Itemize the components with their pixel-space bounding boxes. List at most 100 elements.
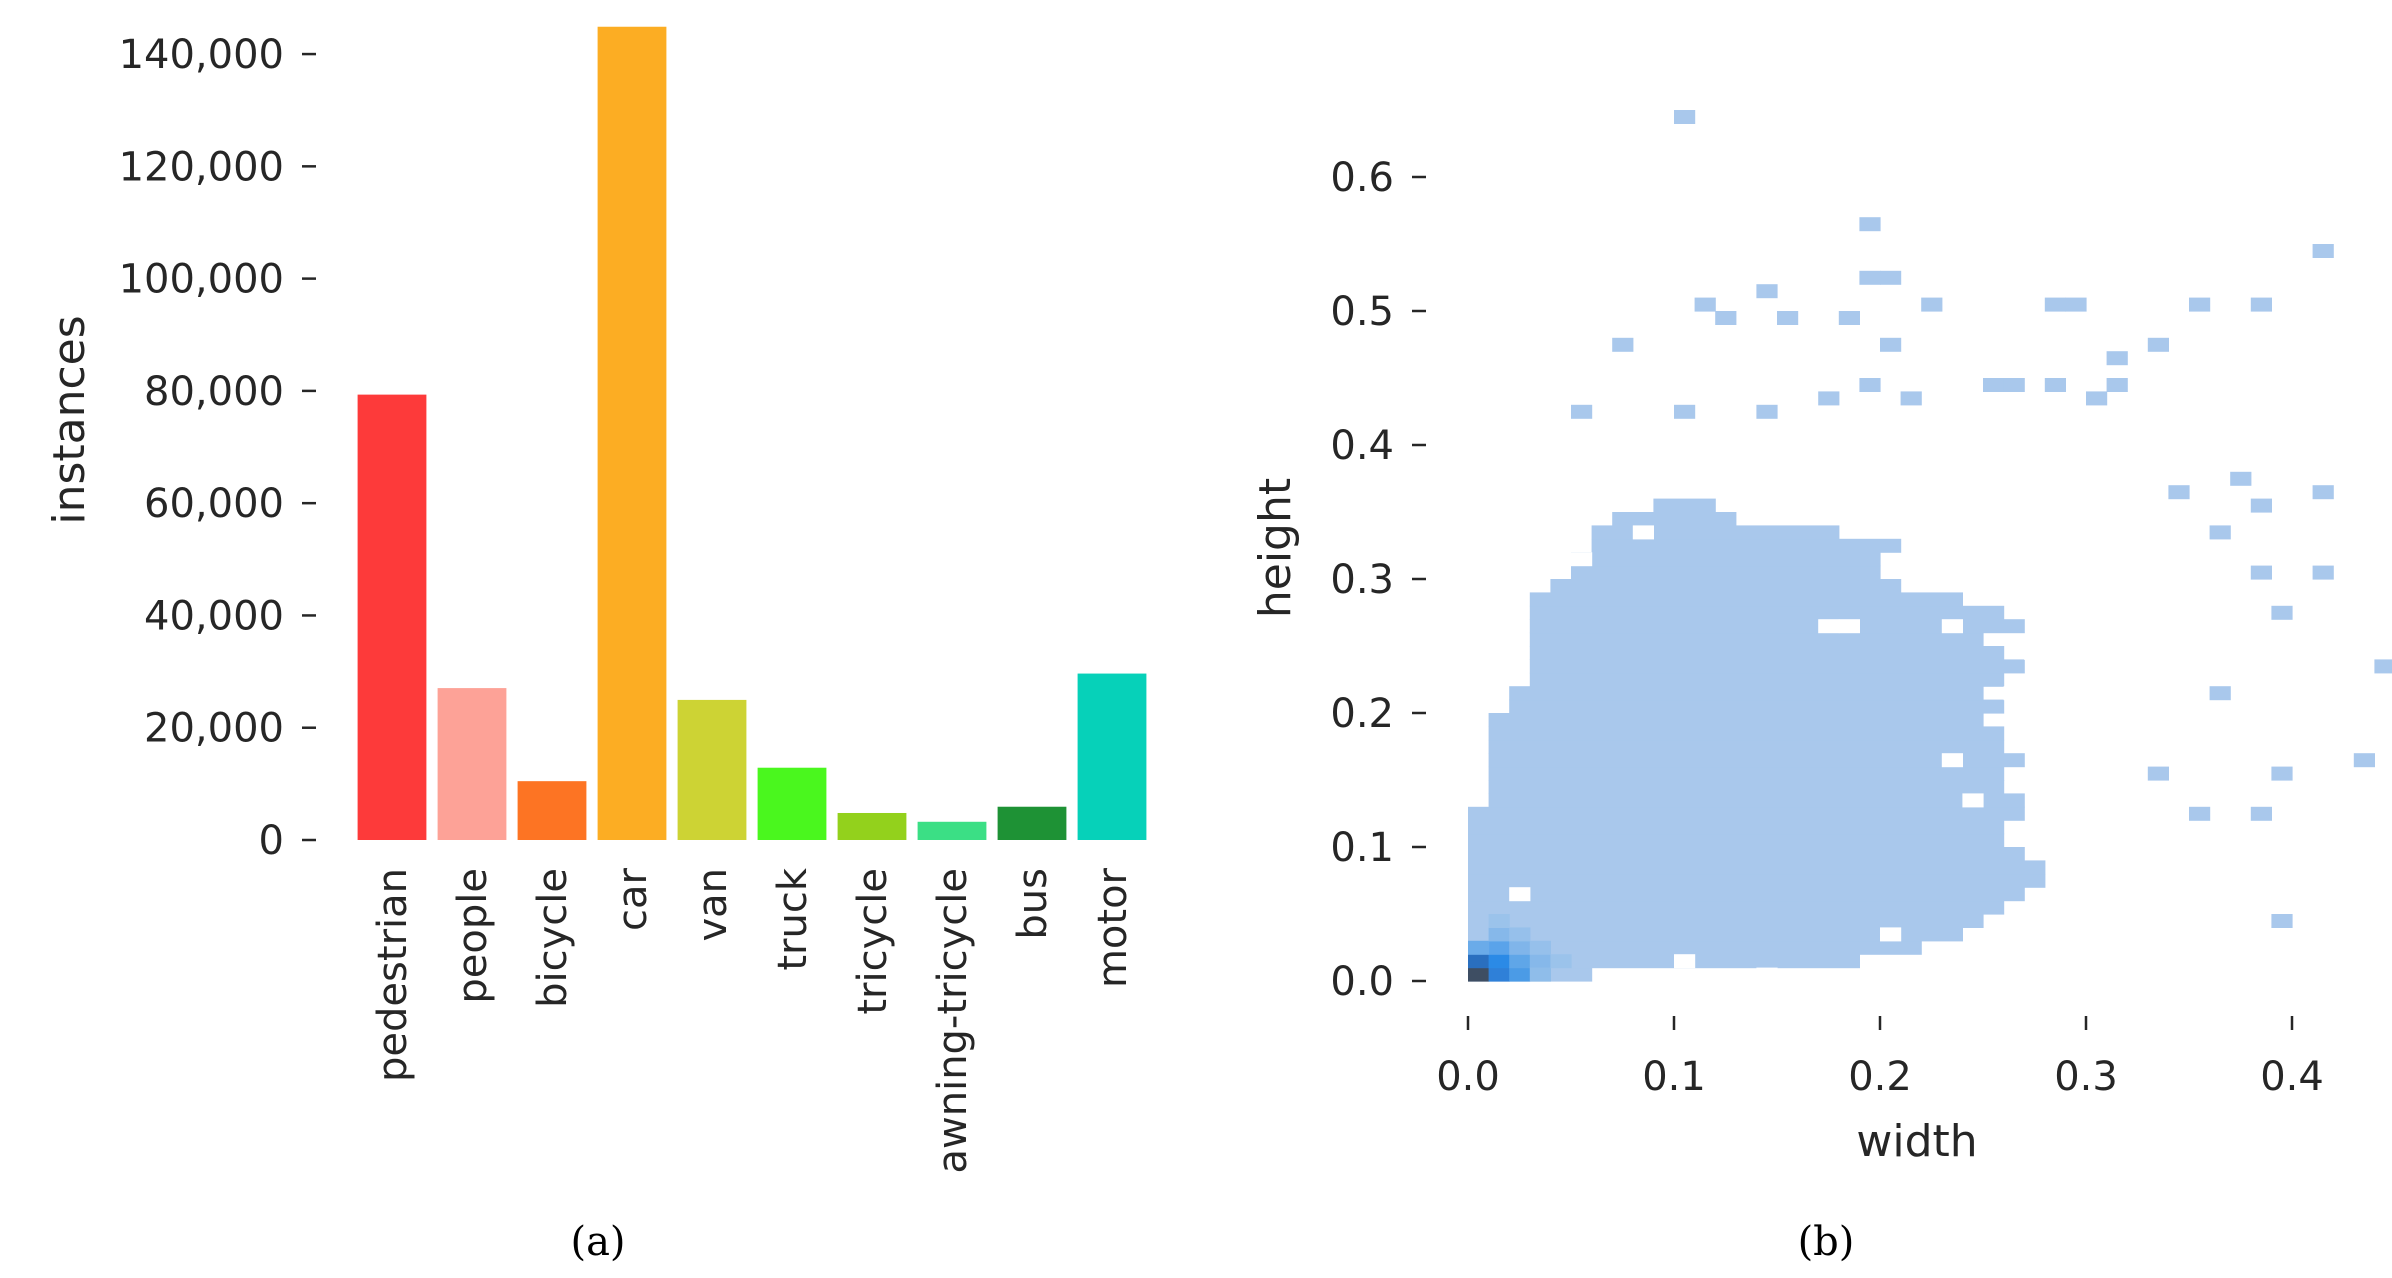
- x-tick-label: van: [690, 868, 736, 942]
- heatmap-row-cell: [1529, 605, 2005, 620]
- heatmap-outlier-cell: [1818, 391, 1840, 406]
- heatmap-row-cell: [1468, 914, 1984, 928]
- heatmap-outlier-cell: [1694, 297, 1716, 312]
- y-tick-label: 0: [259, 818, 284, 864]
- heatmap-row-cell: [1529, 632, 1984, 647]
- heatmap-outlier-cell: [2271, 605, 2293, 620]
- y-tick-label: 0.5: [1330, 289, 1394, 335]
- bar-chart-y-axis: 0 20,000 40,000 60,000 80,000 100,000 120,000 1…: [119, 32, 316, 864]
- heatmap-row-cell: [1488, 793, 2025, 808]
- x-tick-label: awning-tricycle: [930, 868, 976, 1174]
- heatmap-gap-cell: [2024, 646, 2046, 660]
- y-tick-label: 100,000: [119, 257, 284, 303]
- bar-bus: [997, 806, 1067, 840]
- heatmap-row-cell: [1529, 619, 2025, 634]
- heatmap-x-axis-label: width: [1856, 1116, 1977, 1167]
- heatmap-outlier-cell: [2189, 297, 2211, 312]
- bar-chart-y-axis-label: instances: [44, 315, 95, 524]
- heatmap-x-axis: 0.00.10.20.30.40.5: [1436, 1016, 2324, 1100]
- heatmap-row-cell: [1591, 538, 1902, 553]
- heatmap-row-cell: [1571, 565, 1881, 580]
- heatmap-outlier-cell: [2044, 378, 2066, 392]
- heatmap-y-axis-label: height: [1250, 478, 1301, 618]
- heatmap-outlier-cell: [2209, 525, 2231, 540]
- heatmap-outlier-cell: [2271, 914, 2293, 928]
- bar-truck: [757, 767, 827, 840]
- heatmap-gap-cell: [1756, 967, 1778, 982]
- heatmap-gap-cell: [1571, 552, 1593, 567]
- x-tick-label: 0.2: [1848, 1054, 1912, 1100]
- caption-a: (a): [570, 1219, 625, 1265]
- heatmap-outlier-cell: [2374, 659, 2392, 674]
- heatmap-dense-cell: [1509, 967, 1531, 982]
- y-tick-label: 140,000: [119, 32, 284, 78]
- heatmap-outlier-cell: [2250, 565, 2272, 580]
- x-tick-label: people: [450, 868, 496, 1004]
- heatmap-outlier-cell: [1777, 311, 1799, 325]
- heatmap-row-cell: [1488, 713, 1984, 727]
- heatmap-outlier-cell: [1571, 404, 1593, 419]
- heatmap-dense-cell: [1509, 940, 1531, 955]
- bar-motor: [1077, 673, 1147, 840]
- y-tick-label: 0.1: [1330, 825, 1394, 871]
- heatmap-panel: 0.0 0.1 0.2 0.3 0.4 0.5 0.6 0.0 0.1 0.2 0.3 0.4 0.5…: [1250, 110, 2392, 1265]
- heatmap-dense-cell: [1488, 927, 1510, 942]
- bar-chart-x-tick-labels: pedestrian people bicycle car van truck tricyc…: [370, 867, 1136, 1173]
- bar-car: [597, 26, 667, 840]
- heatmap-outlier-cell: [1983, 378, 2005, 392]
- heatmap-outlier-cell: [2250, 498, 2272, 513]
- heatmap-outlier-cell: [1921, 297, 1943, 312]
- heatmap-row-cell: [1591, 525, 1840, 540]
- heatmap-gap-cell: [2003, 686, 2025, 701]
- heatmap-outlier-cell: [2147, 337, 2169, 352]
- y-tick-label: 0.0: [1330, 959, 1394, 1005]
- heatmap-row-cell: [1468, 940, 1922, 955]
- heatmap-row-cell: [1488, 780, 2005, 794]
- heatmap-y-axis: 0.0 0.1 0.2 0.3 0.4 0.5 0.6: [1330, 155, 1426, 1005]
- heatmap-gap-cell: [1818, 619, 1840, 634]
- heatmap-outlier-cell: [2168, 485, 2190, 500]
- heatmap-outlier-cell: [2106, 378, 2128, 392]
- heatmap-gap-cell: [1941, 753, 1963, 768]
- heatmap-row-cell: [1468, 887, 2025, 902]
- heatmap-outlier-cell: [1715, 311, 1737, 325]
- heatmap-dense-cell: [1488, 914, 1510, 928]
- x-tick-label: 0.1: [1642, 1054, 1706, 1100]
- heatmap-outlier-cell: [1900, 391, 1922, 406]
- heatmap-outlier-cell: [2230, 471, 2252, 486]
- heatmap-outlier-cell: [1756, 284, 1778, 299]
- heatmap-row-cell: [1468, 873, 2046, 888]
- heatmap-gap-cell: [1962, 793, 1984, 808]
- heatmap-dense-cell: [1488, 940, 1510, 955]
- y-tick-label: 0.6: [1330, 155, 1394, 201]
- bar-people: [437, 688, 507, 840]
- caption-b: (b): [1798, 1219, 1855, 1265]
- heatmap-outlier-cell: [2312, 485, 2334, 500]
- heatmap-dense-cell: [1529, 940, 1551, 955]
- heatmap-dense-cell: [1529, 967, 1551, 982]
- x-tick-label: truck: [770, 867, 816, 970]
- heatmap-dense-cell: [1488, 967, 1510, 982]
- heatmap-outlier-cell: [2312, 244, 2334, 258]
- heatmap-row-cell: [1529, 592, 1963, 607]
- heatmap-row-cell: [1488, 766, 2005, 781]
- heatmap-row-cell: [1468, 927, 1963, 942]
- heatmap-row-cell: [1550, 579, 1902, 593]
- heatmap-row-cell: [1612, 512, 1737, 526]
- bar-bicycle: [517, 781, 587, 840]
- heatmap-dense-cell: [1468, 954, 1490, 969]
- heatmap-gap-cell: [1674, 954, 1696, 969]
- heatmap-row-cell: [1468, 860, 2046, 875]
- heatmap-outlier-cell: [1756, 404, 1778, 419]
- heatmap-outlier-cell: [2003, 378, 2025, 392]
- heatmap-dense-cell: [1529, 954, 1551, 969]
- heatmap-row-cell: [1529, 672, 2005, 687]
- heatmap-cells: [1468, 110, 2392, 982]
- y-tick-label: 120,000: [119, 144, 284, 190]
- heatmap-row-cell: [1653, 498, 1716, 513]
- heatmap-outlier-cell: [1674, 404, 1696, 419]
- heatmap-gap-cell: [1838, 619, 1860, 634]
- x-tick-label: 0.3: [2054, 1054, 2118, 1100]
- heatmap-outlier-cell: [1859, 378, 1881, 392]
- heatmap-row-cell: [1468, 900, 2005, 915]
